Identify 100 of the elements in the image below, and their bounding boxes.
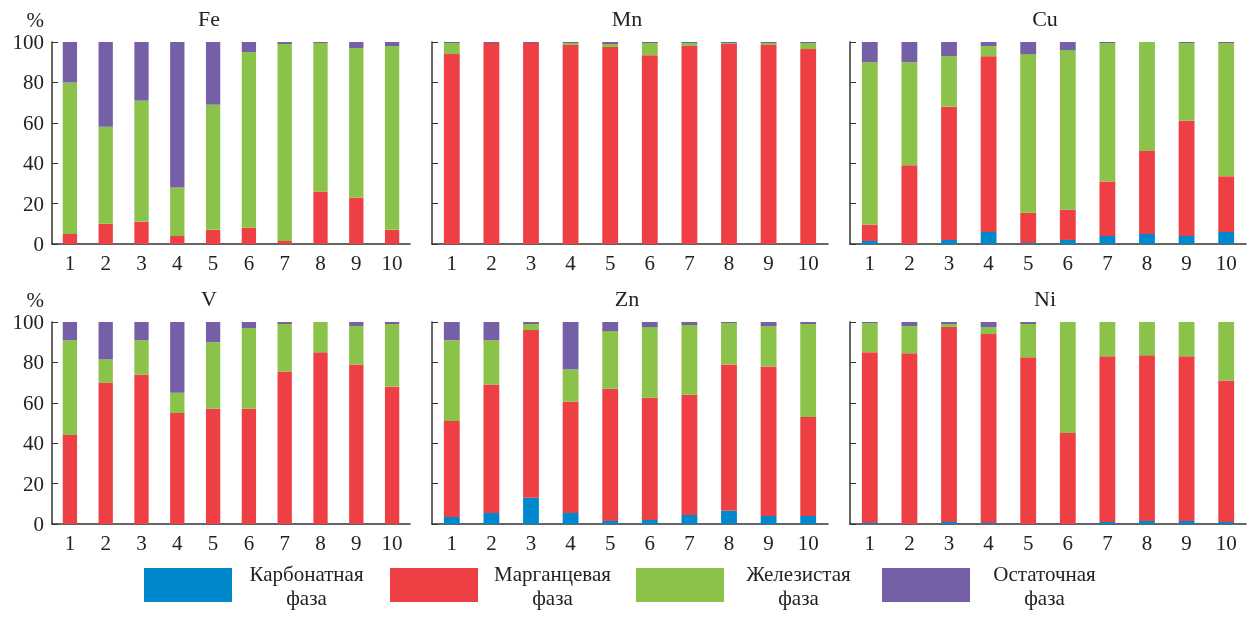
- bar: [1218, 43, 1235, 177]
- bar: [1020, 322, 1037, 325]
- bar: [205, 42, 221, 105]
- x-tick-label: 4: [983, 250, 995, 275]
- bar: [800, 515, 817, 524]
- bar: [721, 323, 737, 365]
- x-tick-label: 7: [279, 530, 290, 555]
- bar: [641, 327, 658, 398]
- bar: [800, 322, 817, 325]
- bar: [861, 62, 878, 225]
- bar: [483, 322, 500, 341]
- bar: [1218, 322, 1235, 381]
- bar: [1020, 42, 1037, 55]
- bar: [1139, 42, 1155, 152]
- bar: [313, 43, 328, 192]
- bar: [349, 42, 364, 49]
- x-tick-label: 6: [243, 250, 255, 275]
- bar: [1099, 235, 1116, 244]
- bar: [721, 44, 737, 244]
- bar: [443, 516, 460, 524]
- bar: [384, 42, 400, 47]
- bar: [98, 322, 113, 360]
- bar: [134, 221, 149, 244]
- bar: [980, 56, 997, 232]
- x-tick-label: 5: [604, 530, 616, 555]
- bar: [170, 392, 185, 413]
- x-tick-label: 3: [943, 250, 955, 275]
- y-tick-label: 60: [23, 110, 44, 135]
- x-tick-label: 9: [1181, 250, 1192, 275]
- bar: [1218, 231, 1235, 244]
- bar: [170, 187, 185, 236]
- bar: [562, 369, 579, 402]
- bar: [800, 43, 817, 50]
- bar: [205, 322, 221, 343]
- x-tick-label: 7: [684, 250, 695, 275]
- bar: [1020, 324, 1037, 358]
- x-tick-label: 7: [1102, 530, 1113, 555]
- bar: [523, 322, 539, 325]
- bar: [760, 366, 777, 516]
- bar: [384, 386, 400, 524]
- bar: [205, 342, 221, 409]
- bar: [170, 412, 185, 524]
- y-tick-label: 80: [23, 70, 44, 95]
- bar: [62, 322, 78, 341]
- bar: [384, 229, 400, 244]
- bar: [98, 359, 113, 383]
- bar: [277, 371, 292, 524]
- bar: [1178, 235, 1195, 244]
- bar: [170, 235, 185, 244]
- bar: [241, 408, 257, 524]
- y-tick-label: 80: [23, 350, 44, 375]
- bar: [641, 43, 658, 56]
- bar: [170, 42, 185, 188]
- x-tick-label: 2: [486, 250, 497, 275]
- bar: [721, 510, 737, 524]
- x-tick-label: 8: [1141, 250, 1153, 275]
- bar: [443, 43, 460, 55]
- bar: [901, 165, 918, 244]
- bar: [170, 322, 185, 393]
- bar: [98, 126, 113, 224]
- bar: [941, 106, 957, 240]
- bar: [62, 82, 78, 234]
- bar: [760, 45, 777, 244]
- x-tick-label: 6: [243, 530, 255, 555]
- x-tick-label: 8: [723, 250, 735, 275]
- y-axis-title: %: [26, 7, 44, 32]
- bar: [800, 416, 817, 516]
- x-tick-label: 10: [797, 530, 819, 555]
- chart-title: Fe: [198, 5, 220, 31]
- bar: [1059, 42, 1076, 51]
- bar: [1099, 521, 1116, 524]
- bar: [721, 364, 737, 511]
- bar: [1178, 520, 1195, 524]
- x-tick-label: 4: [983, 530, 995, 555]
- bar: [277, 322, 292, 325]
- bar: [349, 322, 364, 327]
- bar: [523, 43, 539, 244]
- bar: [443, 340, 460, 421]
- bar: [134, 322, 149, 341]
- bar: [277, 42, 292, 45]
- bar: [134, 374, 149, 524]
- y-axis-title: %: [26, 287, 44, 312]
- x-tick-label: 3: [136, 530, 147, 555]
- bar: [941, 56, 957, 107]
- bar: [384, 46, 400, 230]
- bar: [349, 197, 364, 244]
- bar: [443, 54, 460, 244]
- chart-title: Zn: [614, 285, 640, 311]
- x-tick-label: 2: [904, 530, 915, 555]
- x-tick-label: 6: [644, 530, 656, 555]
- x-tick-label: 4: [565, 250, 577, 275]
- bar: [98, 42, 113, 127]
- y-tick-label: 20: [23, 191, 44, 216]
- bar: [1059, 433, 1076, 524]
- bar: [980, 327, 997, 335]
- x-tick-label: 10: [1215, 530, 1237, 555]
- x-tick-label: 5: [207, 250, 219, 275]
- x-tick-label: 9: [351, 250, 362, 275]
- bar: [384, 322, 400, 325]
- x-tick-label: 1: [64, 530, 76, 555]
